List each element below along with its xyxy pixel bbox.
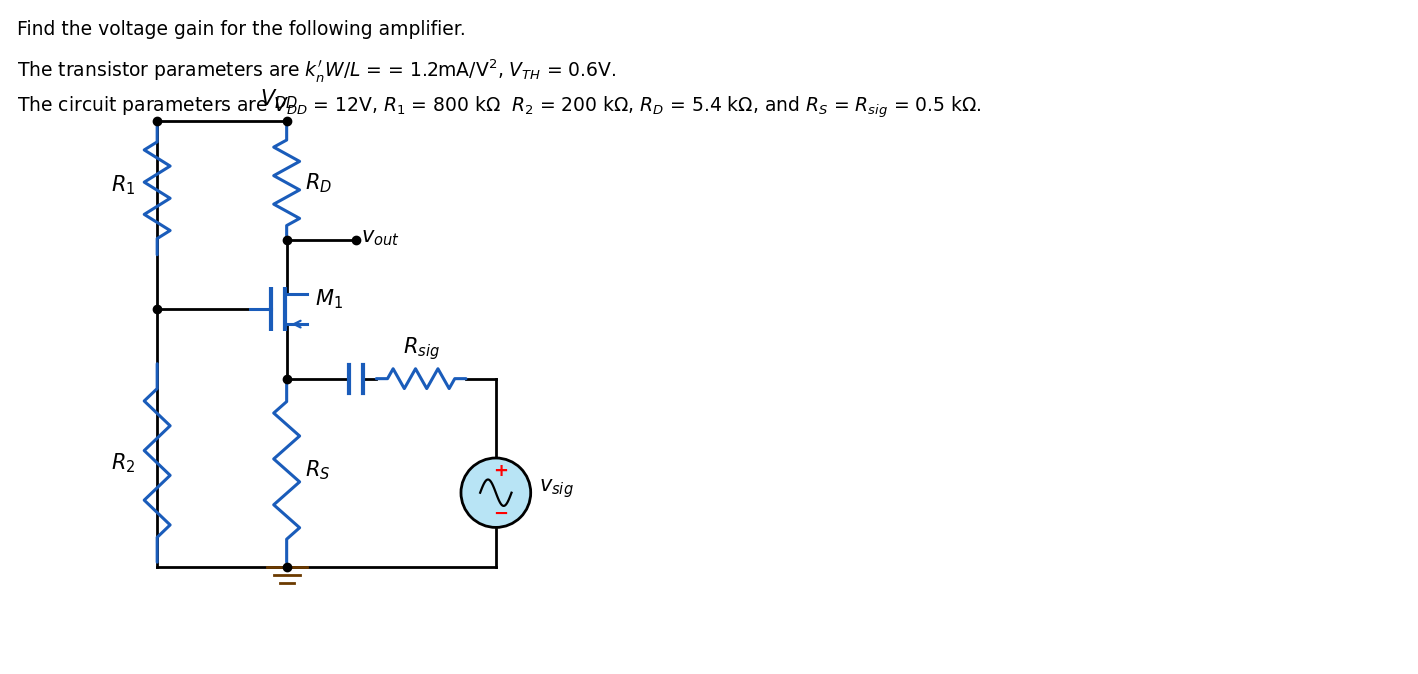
Text: $R_{sig}$: $R_{sig}$ <box>403 335 440 362</box>
Text: $R_D$: $R_D$ <box>305 171 332 195</box>
Text: $R_1$: $R_1$ <box>111 173 135 197</box>
Text: +: + <box>493 462 508 480</box>
Text: The transistor parameters are $k_n^{\prime} W/L$ = = 1.2mA/V$^2$, $V_{TH}$ = 0.6: The transistor parameters are $k_n^{\pri… <box>17 57 617 84</box>
Text: The circuit parameters are $V_{DD}$ = 12V, $R_1$ = 800 k$\Omega$  $R_2$ = 200 k$: The circuit parameters are $V_{DD}$ = 12… <box>17 94 981 120</box>
Text: $R_2$: $R_2$ <box>111 451 135 474</box>
Text: Find the voltage gain for the following amplifier.: Find the voltage gain for the following … <box>17 20 465 39</box>
Text: −: − <box>493 506 509 523</box>
Text: $R_S$: $R_S$ <box>305 458 330 482</box>
Text: $V_{DD}$: $V_{DD}$ <box>259 87 298 111</box>
Text: $v_{sig}$: $v_{sig}$ <box>539 477 573 500</box>
Text: $M_1$: $M_1$ <box>315 288 342 311</box>
Text: $v_{out}$: $v_{out}$ <box>362 228 400 248</box>
Circle shape <box>461 458 530 528</box>
